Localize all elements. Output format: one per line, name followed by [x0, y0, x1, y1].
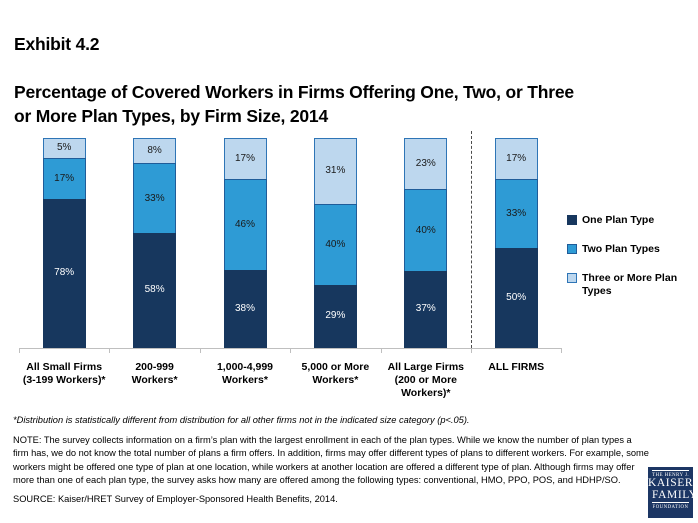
- bar-group: 5% 17% 78%: [42, 138, 86, 348]
- logo-line-family: FAMILY: [652, 489, 697, 503]
- bar-segment: 17%: [42, 157, 86, 200]
- bar-group: 17% 46% 38%: [223, 138, 267, 348]
- bar-value-label: 40%: [415, 224, 436, 236]
- axis-tick: [290, 348, 291, 353]
- bar-value-label: 29%: [325, 310, 346, 322]
- bar-segment: 29%: [313, 284, 357, 349]
- category-label: All Large Firms (200 or More Workers)*: [387, 361, 465, 399]
- logo-line-henry: THE HENRY J.: [652, 470, 689, 478]
- chart-legend: One Plan Type Two Plan Types Three or More…: [567, 214, 693, 314]
- footnote-note: NOTE: The survey collects information on…: [13, 435, 649, 485]
- footnote-significance: *Distribution is statistically different…: [13, 415, 470, 425]
- bar-segment: 5%: [42, 138, 86, 159]
- bar-value-label: 38%: [234, 302, 255, 314]
- legend-item: One Plan Type: [567, 214, 693, 227]
- legend-swatch: [567, 215, 577, 225]
- axis-tick: [561, 348, 562, 353]
- bar-segment: 50%: [494, 248, 538, 348]
- bar-value-label: 23%: [415, 158, 436, 170]
- bar-segment: 40%: [404, 189, 448, 272]
- bar-group: 8% 33% 58%: [133, 138, 177, 348]
- bar-group: 31% 40% 29%: [313, 138, 357, 349]
- bar-segment: 33%: [494, 178, 538, 249]
- bar-value-label: 40%: [325, 238, 346, 250]
- legend-item: Two Plan Types: [567, 243, 693, 256]
- bar-value-label: 31%: [325, 165, 346, 177]
- legend-label: Two Plan Types: [582, 243, 660, 255]
- bar-value-label: 17%: [506, 152, 527, 164]
- logo-line-kaiser: KAISER: [648, 477, 694, 489]
- category-label: 5,000 or More Workers*: [301, 361, 370, 386]
- axis-tick: [200, 348, 201, 353]
- axis-tick: [471, 348, 472, 353]
- logo-line-foundation: FOUNDATION: [652, 505, 689, 510]
- page-title: Percentage of Covered Workers in Firms O…: [14, 82, 574, 126]
- bar-segment: 37%: [404, 270, 448, 349]
- bar-segment: 17%: [223, 138, 267, 180]
- bar-segment: 23%: [404, 138, 448, 191]
- bar-value-label: 46%: [234, 218, 255, 230]
- axis-tick: [381, 348, 382, 353]
- bar-segment: 8%: [133, 138, 177, 165]
- bar-segment: 46%: [223, 178, 267, 271]
- legend-swatch: [567, 273, 577, 283]
- axis-tick: [19, 348, 20, 353]
- legend-swatch: [567, 244, 577, 254]
- bar-group: 17% 33% 50%: [494, 138, 538, 348]
- category-label: All Small Firms (3-199 Workers)*: [22, 361, 106, 386]
- category-label: ALL FIRMS: [488, 361, 545, 373]
- axis-tick: [109, 348, 110, 353]
- bar-value-label: 5%: [56, 142, 72, 154]
- bar-value-label: 33%: [144, 192, 165, 204]
- legend-label: One Plan Type: [582, 214, 655, 226]
- bar-segment: 33%: [133, 163, 177, 234]
- bar-value-label: 50%: [506, 292, 527, 303]
- bar-segment: 78%: [42, 198, 86, 348]
- legend-label: Three or More Plan Types: [582, 272, 678, 297]
- category-label: 1,000-4,999 Workers*: [216, 361, 274, 386]
- exhibit-number: Exhibit 4.2: [14, 34, 100, 54]
- bar-value-label: 17%: [234, 152, 255, 164]
- bar-segment: 31%: [313, 138, 357, 205]
- footnote-source: SOURCE: Kaiser/HRET Survey of Employer-S…: [13, 494, 338, 505]
- bar-segment: 17%: [494, 138, 538, 180]
- bar-segment: 40%: [313, 203, 357, 286]
- category-separator-dashed-line: [471, 131, 472, 353]
- legend-item: Three or More Plan Types: [567, 272, 693, 298]
- bar-value-label: 33%: [506, 207, 527, 219]
- bar-segment: 58%: [133, 232, 177, 348]
- bar-value-label: 8%: [147, 145, 162, 157]
- footnotes: *Distribution is statistically different…: [13, 414, 649, 506]
- bar-value-label: 37%: [415, 303, 436, 315]
- bar-value-label: 17%: [54, 172, 75, 184]
- title-block: Exhibit 4.2 Percentage of Covered Worker…: [14, 8, 682, 152]
- bar-value-label: 78%: [54, 267, 75, 279]
- category-label: 200-999 Workers*: [131, 361, 178, 386]
- kff-logo: THE HENRY J. KAISER FAMILY FOUNDATION: [648, 467, 697, 518]
- bar-value-label: 58%: [144, 284, 165, 296]
- bar-segment: 38%: [223, 269, 267, 348]
- bar-group: 23% 40% 37%: [404, 138, 448, 349]
